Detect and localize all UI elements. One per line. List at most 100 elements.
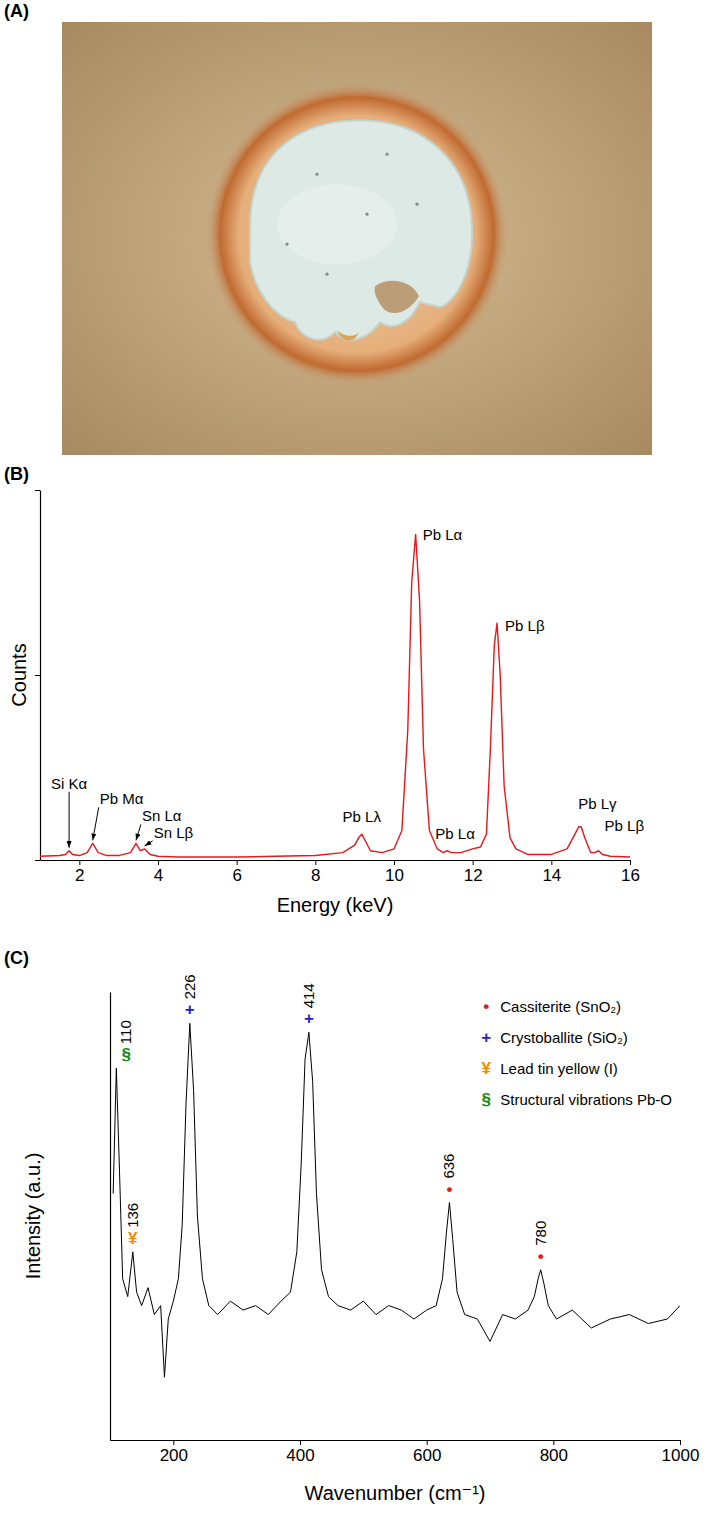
legend-item: ¥ Lead tin yellow (I) bbox=[482, 1059, 618, 1078]
x-tick-mark bbox=[551, 860, 552, 865]
panel: 200 400 600 800 1000 Wavenumber (cm⁻¹) Intensi… bbox=[22, 974, 699, 1504]
x-tick: 8 bbox=[311, 860, 320, 885]
x-axis-line bbox=[41, 860, 631, 861]
legend-label: Structural vibrations Pb-O bbox=[500, 1091, 672, 1108]
x-tick: 16 bbox=[621, 860, 640, 885]
speck bbox=[315, 173, 318, 176]
legend-label: Crystoballite (SiO₂) bbox=[500, 1029, 628, 1046]
legend-symbol: + bbox=[481, 1028, 491, 1047]
x-tick-mark bbox=[473, 860, 474, 865]
panel-letter: (C) bbox=[4, 948, 29, 968]
speck bbox=[415, 203, 418, 206]
figure: (A)246810121416Energy (keV)CountsSi KαPb… bbox=[0, 0, 710, 1537]
x-tick-label: 10 bbox=[385, 866, 404, 885]
x-tick-mark bbox=[427, 1440, 428, 1445]
x-tick-mark bbox=[394, 860, 395, 865]
peak-label: 414 bbox=[300, 983, 317, 1008]
x-tick-label: 200 bbox=[160, 1446, 188, 1465]
x-axis: 2 4 6 8 10 12 14 16 bbox=[41, 860, 640, 885]
x-tick-label: 2 bbox=[75, 866, 84, 885]
peak-symbol: • bbox=[538, 1247, 544, 1266]
x-tick-label: 8 bbox=[311, 866, 320, 885]
line-label: Si Kα bbox=[51, 775, 88, 792]
x-tick: 12 bbox=[464, 860, 483, 885]
peak-symbol: + bbox=[304, 1009, 314, 1028]
line-label: Pb Lλ bbox=[343, 808, 382, 825]
line-label: Sn Lα bbox=[142, 807, 182, 824]
orange-ring bbox=[205, 82, 509, 386]
line-label: Sn Lβ bbox=[154, 824, 194, 841]
white-sample bbox=[250, 120, 472, 339]
photo-background bbox=[62, 22, 652, 455]
x-axis: 200 400 600 800 1000 bbox=[111, 1440, 700, 1465]
y-tick-mark bbox=[35, 675, 40, 676]
orange-patch bbox=[337, 330, 359, 340]
x-tick-mark bbox=[79, 860, 80, 865]
metallic-patch bbox=[375, 281, 419, 313]
peak-label: 136 bbox=[124, 1203, 141, 1228]
x-tick-mark bbox=[553, 1440, 554, 1445]
x-tick: 10 bbox=[385, 860, 404, 885]
spectrum-line bbox=[113, 1023, 680, 1377]
y-axis-line bbox=[110, 993, 111, 1441]
y-axis-title: Intensity (a.u.) bbox=[22, 1153, 44, 1280]
line-label: Pb Lα bbox=[423, 526, 463, 543]
peak-label: 110 bbox=[117, 1020, 134, 1044]
x-tick-label: 6 bbox=[232, 866, 241, 885]
label-arrow bbox=[69, 792, 70, 848]
x-tick-label: 4 bbox=[154, 866, 163, 885]
line-label: Pb Lα bbox=[435, 825, 475, 842]
sample-group bbox=[250, 120, 472, 340]
legend: • Cassiterite (SnO₂) + Crystoballite (SiO₂)… bbox=[481, 997, 672, 1109]
line-label: Pb Mα bbox=[100, 790, 144, 807]
x-tick-label: 12 bbox=[464, 866, 483, 885]
x-tick-label: 400 bbox=[286, 1446, 314, 1465]
x-tick: 14 bbox=[542, 860, 561, 885]
x-tick: 600 bbox=[413, 1440, 441, 1465]
x-tick: 6 bbox=[232, 860, 241, 885]
y-axis-line bbox=[40, 491, 41, 861]
legend-symbol: ¥ bbox=[482, 1059, 492, 1078]
y-tick-mark bbox=[35, 490, 40, 491]
x-tick-mark bbox=[300, 1440, 301, 1445]
panel: 246810121416Energy (keV)CountsSi KαPb Mα… bbox=[8, 491, 644, 917]
peak-symbol: ¥ bbox=[128, 1229, 138, 1248]
y-tick bbox=[35, 675, 40, 676]
x-tick-label: 600 bbox=[413, 1446, 441, 1465]
legend-symbol: § bbox=[482, 1090, 491, 1109]
annotations: Si Kα Pb MαSn LαSn Lβ Pb Lλ Pb Lα Pb Lα Pb Lβ… bbox=[51, 526, 644, 847]
legend-label: Cassiterite (SnO₂) bbox=[500, 998, 621, 1015]
x-tick: 400 bbox=[286, 1440, 314, 1465]
x-tick-mark bbox=[158, 860, 159, 865]
peak-symbol: § bbox=[122, 1045, 131, 1064]
x-axis-title: Wavenumber (cm⁻¹) bbox=[305, 1482, 486, 1504]
line-label: Pb Lβ bbox=[505, 617, 545, 634]
peak-label: 780 bbox=[532, 1221, 549, 1246]
x-tick-mark bbox=[630, 860, 631, 865]
legend-symbol: • bbox=[483, 997, 489, 1016]
x-tick-mark bbox=[680, 1440, 681, 1445]
x-axis-title: Energy (keV) bbox=[277, 894, 394, 916]
line-label: Pb Lγ bbox=[578, 795, 617, 812]
x-tick-mark bbox=[237, 860, 238, 865]
line-label: Pb Lβ bbox=[605, 817, 645, 834]
legend-item: • Cassiterite (SnO₂) bbox=[483, 997, 621, 1016]
speck bbox=[285, 243, 288, 246]
legend-label: Lead tin yellow (I) bbox=[500, 1060, 618, 1077]
x-tick-label: 1000 bbox=[662, 1446, 700, 1465]
peak-label: 636 bbox=[440, 1154, 457, 1179]
legend-item: § Structural vibrations Pb-O bbox=[482, 1090, 672, 1109]
panel-letter: (B) bbox=[4, 464, 29, 484]
x-tick-label: 14 bbox=[542, 866, 561, 885]
x-tick-label: 800 bbox=[540, 1446, 568, 1465]
legend-item: + Crystoballite (SiO₂) bbox=[481, 1028, 627, 1047]
plot-area bbox=[40, 534, 630, 857]
x-tick: 4 bbox=[154, 860, 163, 885]
x-tick: 800 bbox=[540, 1440, 568, 1465]
x-tick-mark bbox=[315, 860, 316, 865]
x-axis-line bbox=[111, 1440, 681, 1441]
speck bbox=[325, 273, 328, 276]
plot-area bbox=[113, 1023, 680, 1377]
label-arrow bbox=[136, 824, 141, 840]
peak-label: 226 bbox=[181, 974, 198, 999]
